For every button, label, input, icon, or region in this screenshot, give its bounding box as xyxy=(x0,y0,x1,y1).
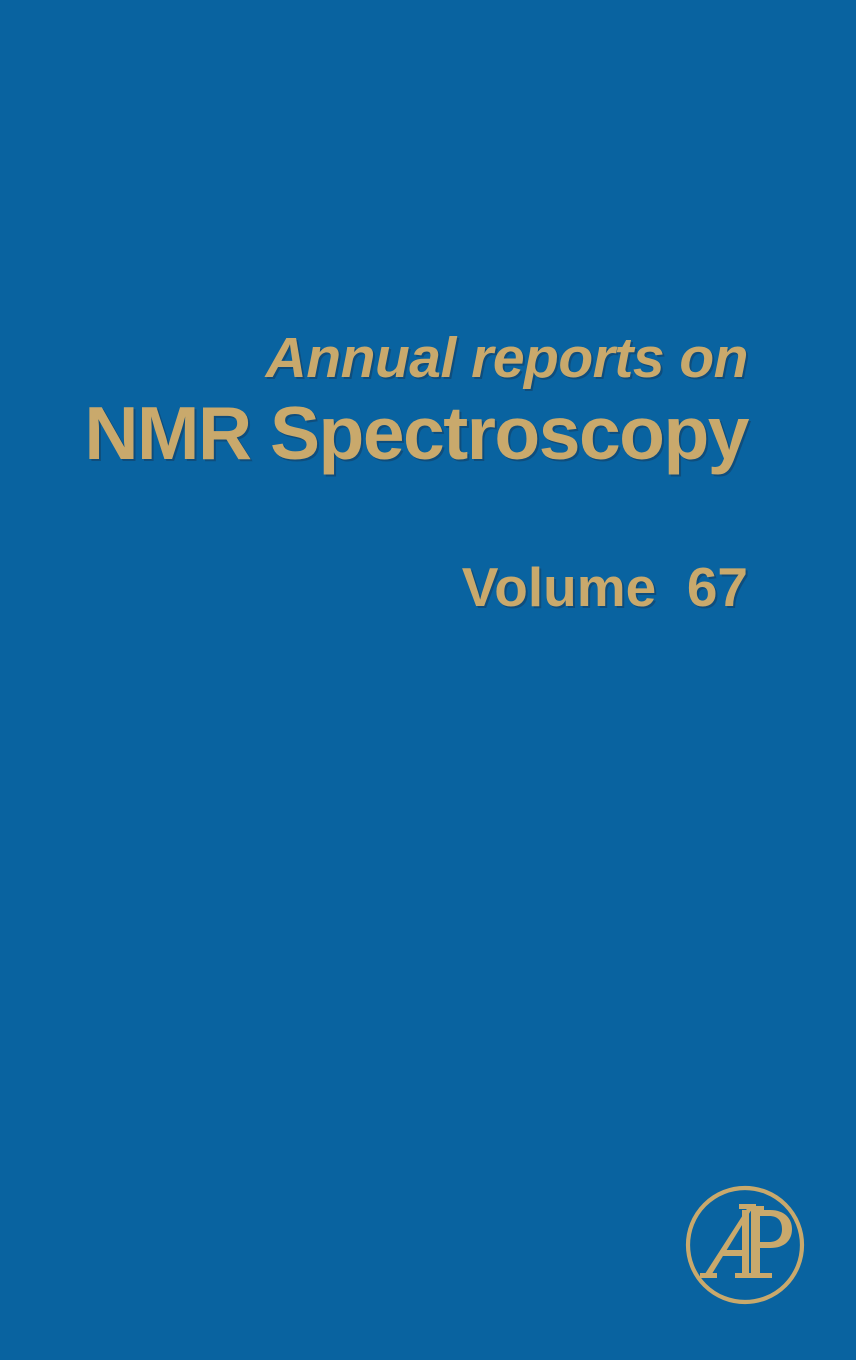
academic-press-logo-svg xyxy=(685,1185,805,1305)
academic-press-logo-icon xyxy=(684,1184,806,1306)
series-title: Annual reports on xyxy=(265,326,749,390)
cover-title-block: Annual reports on NMR Spectroscopy Volum… xyxy=(0,326,749,618)
page-title: NMR Spectroscopy xyxy=(84,391,749,475)
volume-label: Volume 67 xyxy=(461,555,748,618)
